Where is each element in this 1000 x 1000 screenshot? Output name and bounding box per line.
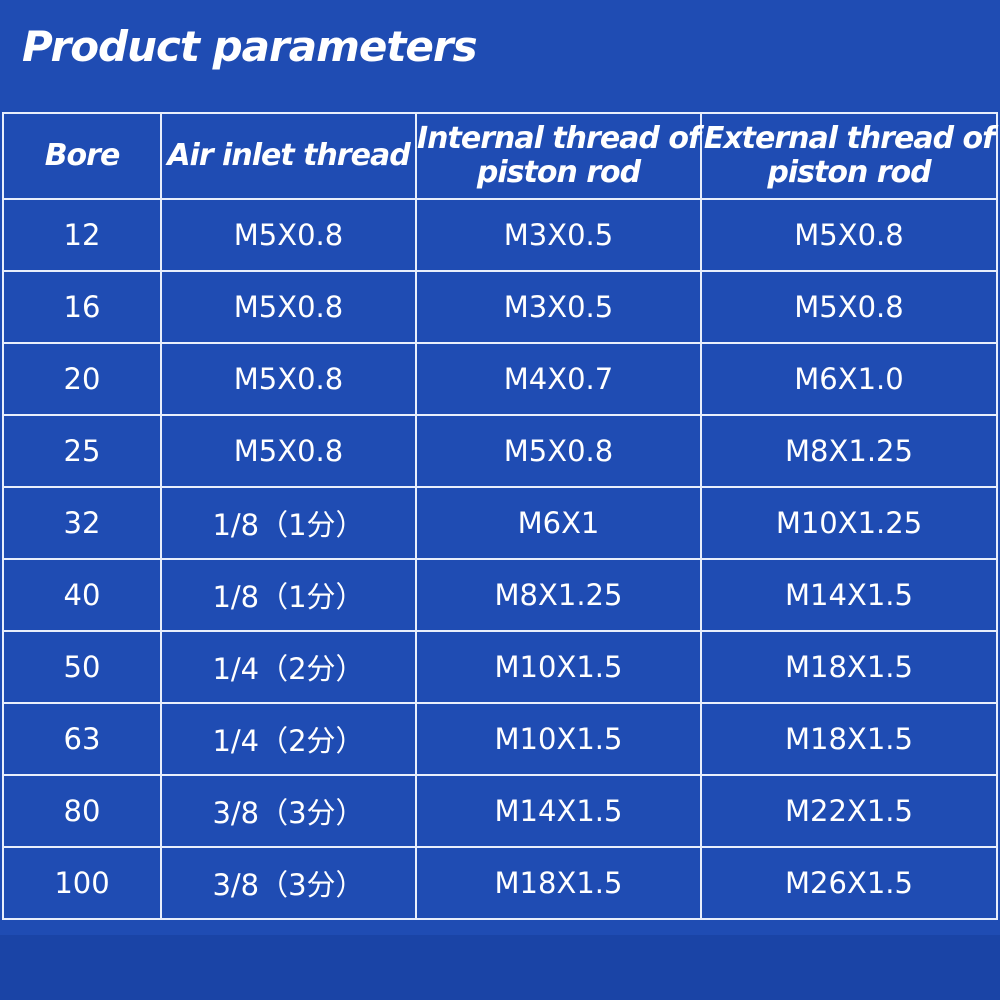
table-cell: 50 — [2, 630, 162, 704]
table-row: 50 1/4（2分） M10X1.5 M18X1.5 — [2, 630, 998, 704]
table-row: 12 M5X0.8 M3X0.5 M5X0.8 — [2, 198, 998, 272]
table-cell: M3X0.5 — [415, 270, 702, 344]
table-row: 100 3/8（3分） M18X1.5 M26X1.5 — [2, 846, 998, 920]
table-cell: M5X0.8 — [700, 270, 998, 344]
table-cell: M4X0.7 — [415, 342, 702, 416]
table-body: 12 M5X0.8 M3X0.5 M5X0.8 16 M5X0.8 M3X0.5 M5X0.8… — [2, 198, 998, 920]
table-cell: 1/4（2分） — [160, 630, 417, 704]
table-row: 20 M5X0.8 M4X0.7 M6X1.0 — [2, 342, 998, 416]
table-row: 32 1/8（1分） M6X1 M10X1.25 — [2, 486, 998, 560]
table-cell: M6X1 — [415, 486, 702, 560]
table-cell: M6X1.0 — [700, 342, 998, 416]
table-cell: M5X0.8 — [415, 414, 702, 488]
table-cell: 1/4（2分） — [160, 702, 417, 776]
table-cell: M14X1.5 — [415, 774, 702, 848]
table-cell: 12 — [2, 198, 162, 272]
table-cell: M14X1.5 — [700, 558, 998, 632]
header-row: Bore Air inlet thread Internal thread of p… — [2, 112, 998, 200]
table-cell: M22X1.5 — [700, 774, 998, 848]
table-cell: M8X1.25 — [415, 558, 702, 632]
table-cell: M5X0.8 — [160, 270, 417, 344]
table-cell: M10X1.5 — [415, 702, 702, 776]
table-row: 25 M5X0.8 M5X0.8 M8X1.25 — [2, 414, 998, 488]
parameter-table: Bore Air inlet thread Internal thread of p… — [2, 112, 998, 920]
table-row: 80 3/8（3分） M14X1.5 M22X1.5 — [2, 774, 998, 848]
title: Product parameters — [22, 22, 478, 71]
table-cell: 80 — [2, 774, 162, 848]
table-cell: M18X1.5 — [415, 846, 702, 920]
table-cell: M5X0.8 — [700, 198, 998, 272]
table-cell: 100 — [2, 846, 162, 920]
table-cell: M8X1.25 — [700, 414, 998, 488]
column-header: External thread of piston rod — [700, 112, 998, 200]
table-cell: 40 — [2, 558, 162, 632]
table-cell: M5X0.8 — [160, 414, 417, 488]
column-header: Air inlet thread — [160, 112, 417, 200]
table-cell: M10X1.25 — [700, 486, 998, 560]
table-cell: 63 — [2, 702, 162, 776]
table-cell: 3/8（3分） — [160, 846, 417, 920]
table-cell: M5X0.8 — [160, 198, 417, 272]
table-cell: M26X1.5 — [700, 846, 998, 920]
table-cell: M3X0.5 — [415, 198, 702, 272]
table-row: 40 1/8（1分） M8X1.25 M14X1.5 — [2, 558, 998, 632]
bottom-band — [0, 935, 1000, 1000]
table-cell: M18X1.5 — [700, 702, 998, 776]
table-cell: M18X1.5 — [700, 630, 998, 704]
table-cell: M5X0.8 — [160, 342, 417, 416]
table-cell: 25 — [2, 414, 162, 488]
table-cell: 20 — [2, 342, 162, 416]
table-row: 16 M5X0.8 M3X0.5 M5X0.8 — [2, 270, 998, 344]
table-cell: 32 — [2, 486, 162, 560]
column-header: Internal thread of piston rod — [415, 112, 702, 200]
column-header: Bore — [2, 112, 162, 200]
table-row: 63 1/4（2分） M10X1.5 M18X1.5 — [2, 702, 998, 776]
table-cell: 16 — [2, 270, 162, 344]
table-cell: M10X1.5 — [415, 630, 702, 704]
table-cell: 1/8（1分） — [160, 486, 417, 560]
table-cell: 3/8（3分） — [160, 774, 417, 848]
table-cell: 1/8（1分） — [160, 558, 417, 632]
